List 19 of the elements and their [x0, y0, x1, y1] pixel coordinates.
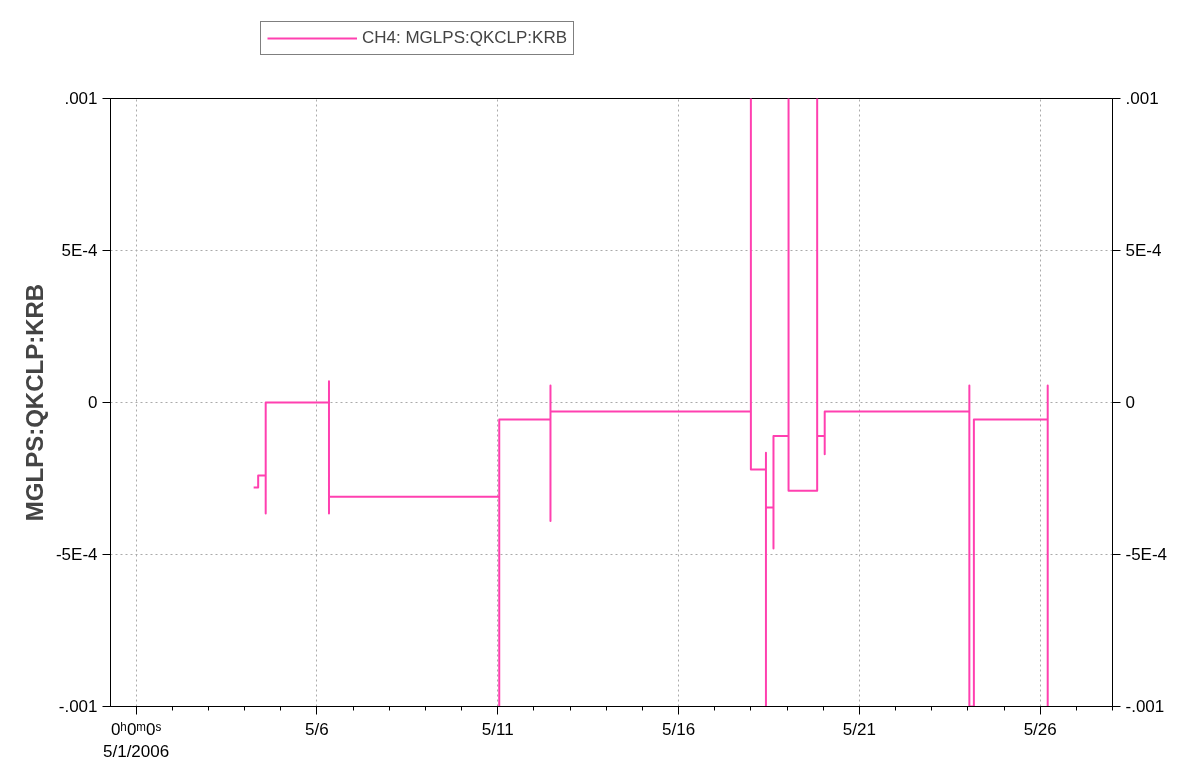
y-tick-label: -5E-4 [55, 545, 98, 564]
x-tick-label: 5/6 [305, 719, 329, 739]
y2-tick-label: -5E-4 [1125, 545, 1168, 564]
y-tick-label: 0 [88, 393, 98, 412]
x-tick-label: 5/26 [1023, 719, 1057, 739]
y-tick-label: 5E-4 [61, 241, 98, 260]
x-tick-label: 5/11 [481, 719, 514, 739]
y-tick-label: .001 [64, 89, 98, 108]
x-tick-label: 0ʰ0ᵐ0ˢ 5/1/2006 [103, 719, 170, 762]
y2-tick-label: .001 [1125, 89, 1159, 108]
y2-tick-label: -.001 [1125, 697, 1165, 716]
y-tick-label: -.001 [58, 697, 98, 716]
y-axis-title: MGLPS:QKCLP:KRB [20, 283, 48, 522]
line-series [252, 98, 1049, 707]
y2-tick-label: 0 [1125, 393, 1135, 412]
text: CH4: MGLPS:QKCLP:KRB [362, 28, 568, 48]
x-tick-label: 5/21 [842, 719, 876, 739]
y2-tick-label: 5E-4 [1125, 241, 1162, 260]
x-tick-label: 5/16 [662, 719, 696, 739]
